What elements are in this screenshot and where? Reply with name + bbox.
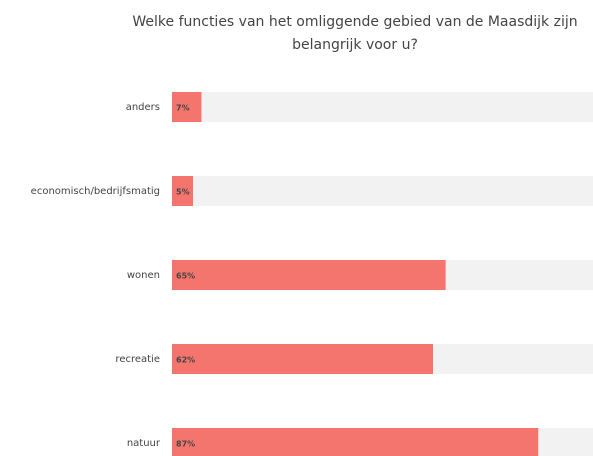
bar-track [172, 176, 593, 206]
bar [172, 260, 446, 290]
bar-track [172, 92, 593, 122]
value-label: 5% [176, 188, 190, 197]
category-label: recreatie [115, 354, 160, 365]
category-label: wonen [127, 270, 160, 281]
bar [172, 344, 434, 374]
bar [172, 176, 194, 206]
value-label: 87% [176, 440, 195, 449]
chart-title: Welke functies van het omliggende gebied… [132, 14, 578, 53]
value-label: 7% [176, 104, 190, 113]
category-label: economisch/bedrijfsmatig [31, 186, 160, 197]
category-label: anders [126, 102, 160, 113]
bar [172, 92, 202, 122]
bar [172, 428, 539, 456]
value-label: 62% [176, 356, 195, 365]
category-label: natuur [127, 438, 161, 449]
value-label: 65% [176, 272, 195, 281]
